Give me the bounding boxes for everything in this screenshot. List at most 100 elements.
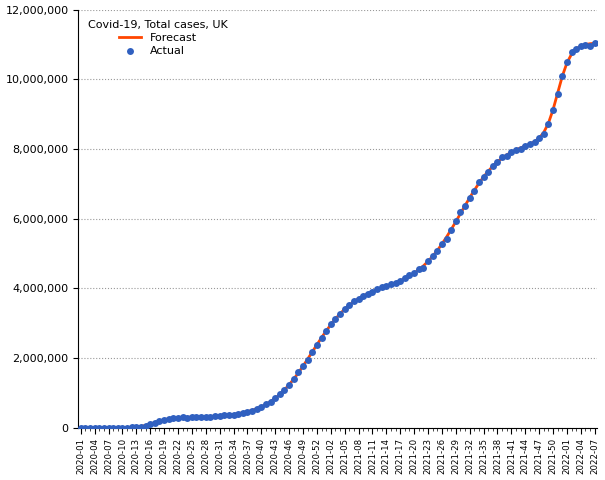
- Actual: [192, 413, 201, 421]
- Actual: [122, 424, 132, 432]
- Actual: [201, 413, 211, 420]
- Actual: [530, 138, 540, 145]
- Actual: [372, 286, 382, 293]
- Actual: [234, 409, 243, 417]
- Actual: [220, 411, 229, 419]
- Actual: [465, 194, 474, 202]
- Actual: [178, 414, 188, 421]
- Actual: [553, 90, 563, 98]
- Actual: [419, 264, 428, 272]
- Actual: [131, 423, 141, 431]
- Actual: [446, 226, 456, 234]
- Actual: [164, 415, 174, 423]
- Actual: [400, 275, 410, 282]
- Forecast: [258, 404, 265, 409]
- Actual: [433, 247, 442, 254]
- Forecast: [364, 291, 371, 297]
- Actual: [90, 424, 99, 432]
- Actual: [474, 179, 484, 186]
- Actual: [368, 288, 378, 296]
- Actual: [224, 411, 234, 419]
- Actual: [571, 45, 581, 52]
- Actual: [414, 265, 424, 273]
- Actual: [548, 106, 558, 114]
- Actual: [187, 413, 197, 421]
- Actual: [159, 416, 169, 424]
- Actual: [410, 269, 419, 277]
- Actual: [85, 424, 95, 432]
- Actual: [344, 301, 354, 309]
- Actual: [377, 283, 387, 291]
- Actual: [492, 158, 502, 166]
- Forecast: [476, 180, 483, 186]
- Forecast: [572, 46, 580, 52]
- Actual: [330, 315, 340, 323]
- Actual: [451, 217, 460, 225]
- Actual: [275, 391, 285, 398]
- Actual: [557, 72, 567, 80]
- Actual: [270, 395, 280, 402]
- Actual: [168, 414, 178, 421]
- Actual: [76, 424, 85, 432]
- Actual: [386, 280, 396, 288]
- Actual: [145, 420, 155, 428]
- Actual: [117, 424, 127, 432]
- Actual: [396, 277, 405, 285]
- Actual: [479, 173, 488, 180]
- Actual: [354, 295, 364, 303]
- Forecast: [448, 227, 455, 232]
- Actual: [127, 424, 137, 432]
- Actual: [391, 279, 401, 287]
- Actual: [280, 386, 289, 394]
- Actual: [80, 424, 90, 432]
- Actual: [182, 414, 192, 421]
- Actual: [229, 411, 238, 419]
- Actual: [196, 413, 206, 421]
- Actual: [108, 424, 118, 432]
- Actual: [113, 424, 123, 432]
- Actual: [437, 240, 446, 248]
- Legend: Forecast, Actual: Forecast, Actual: [84, 15, 232, 60]
- Actual: [266, 398, 275, 406]
- Actual: [543, 120, 553, 128]
- Actual: [576, 42, 586, 49]
- Actual: [497, 153, 507, 161]
- Actual: [460, 202, 470, 210]
- Actual: [483, 168, 493, 176]
- Actual: [539, 130, 549, 138]
- Actual: [562, 59, 572, 66]
- Actual: [150, 419, 160, 427]
- Actual: [302, 356, 312, 364]
- Actual: [502, 152, 512, 159]
- Actual: [456, 209, 465, 216]
- Actual: [298, 362, 308, 370]
- Actual: [307, 348, 317, 356]
- Actual: [488, 162, 498, 169]
- Forecast: [77, 425, 84, 431]
- Actual: [210, 412, 220, 420]
- Actual: [316, 334, 326, 342]
- Actual: [358, 292, 368, 300]
- Actual: [94, 424, 104, 432]
- Actual: [511, 146, 521, 154]
- Actual: [247, 407, 257, 415]
- Actual: [312, 341, 322, 349]
- Actual: [525, 140, 535, 148]
- Actual: [349, 297, 359, 305]
- Actual: [238, 409, 247, 417]
- Actual: [520, 142, 530, 150]
- Actual: [585, 42, 595, 50]
- Actual: [469, 187, 479, 194]
- Actual: [99, 424, 109, 432]
- Actual: [581, 41, 590, 48]
- Actual: [516, 145, 526, 153]
- Actual: [215, 412, 224, 420]
- Actual: [261, 400, 271, 408]
- Actual: [136, 423, 146, 431]
- Actual: [363, 290, 373, 298]
- Actual: [428, 252, 437, 260]
- Actual: [405, 271, 414, 279]
- Actual: [534, 134, 544, 142]
- Actual: [382, 282, 391, 290]
- Actual: [155, 417, 165, 425]
